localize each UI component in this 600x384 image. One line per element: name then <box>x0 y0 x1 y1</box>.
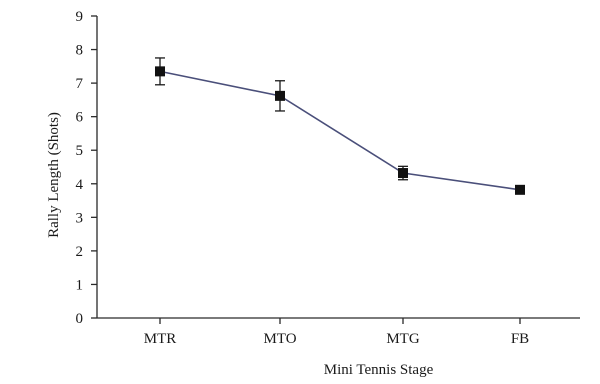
series-group <box>155 57 525 195</box>
data-point <box>275 90 285 101</box>
y-tick-label: 8 <box>76 43 84 59</box>
x-tick-label: MTO <box>263 331 296 347</box>
x-tick-label: FB <box>511 331 529 347</box>
y-tick-label: 7 <box>76 76 84 92</box>
x-tick-label: MTG <box>386 331 420 347</box>
y-tick-label: 0 <box>76 311 84 327</box>
x-axis: MTR MTO MTG FB <box>97 317 580 347</box>
y-axis: 0 1 2 3 4 5 6 7 8 9 <box>76 9 98 327</box>
series-line <box>159 70 521 191</box>
y-axis-title: Rally Length (Shots) <box>46 112 62 238</box>
y-tick-label: 6 <box>76 110 84 126</box>
data-point <box>155 66 165 77</box>
y-tick-label: 3 <box>76 210 84 226</box>
x-axis-title: Mini Tennis Stage <box>324 362 434 378</box>
y-tick-label: 5 <box>76 143 84 159</box>
x-tick-label: MTR <box>144 331 177 347</box>
data-point <box>398 168 408 179</box>
y-tick-label: 2 <box>76 244 84 260</box>
y-tick-label: 4 <box>76 177 84 193</box>
data-point <box>515 184 525 195</box>
y-tick-label: 1 <box>76 277 84 293</box>
y-tick-label: 9 <box>76 9 84 25</box>
